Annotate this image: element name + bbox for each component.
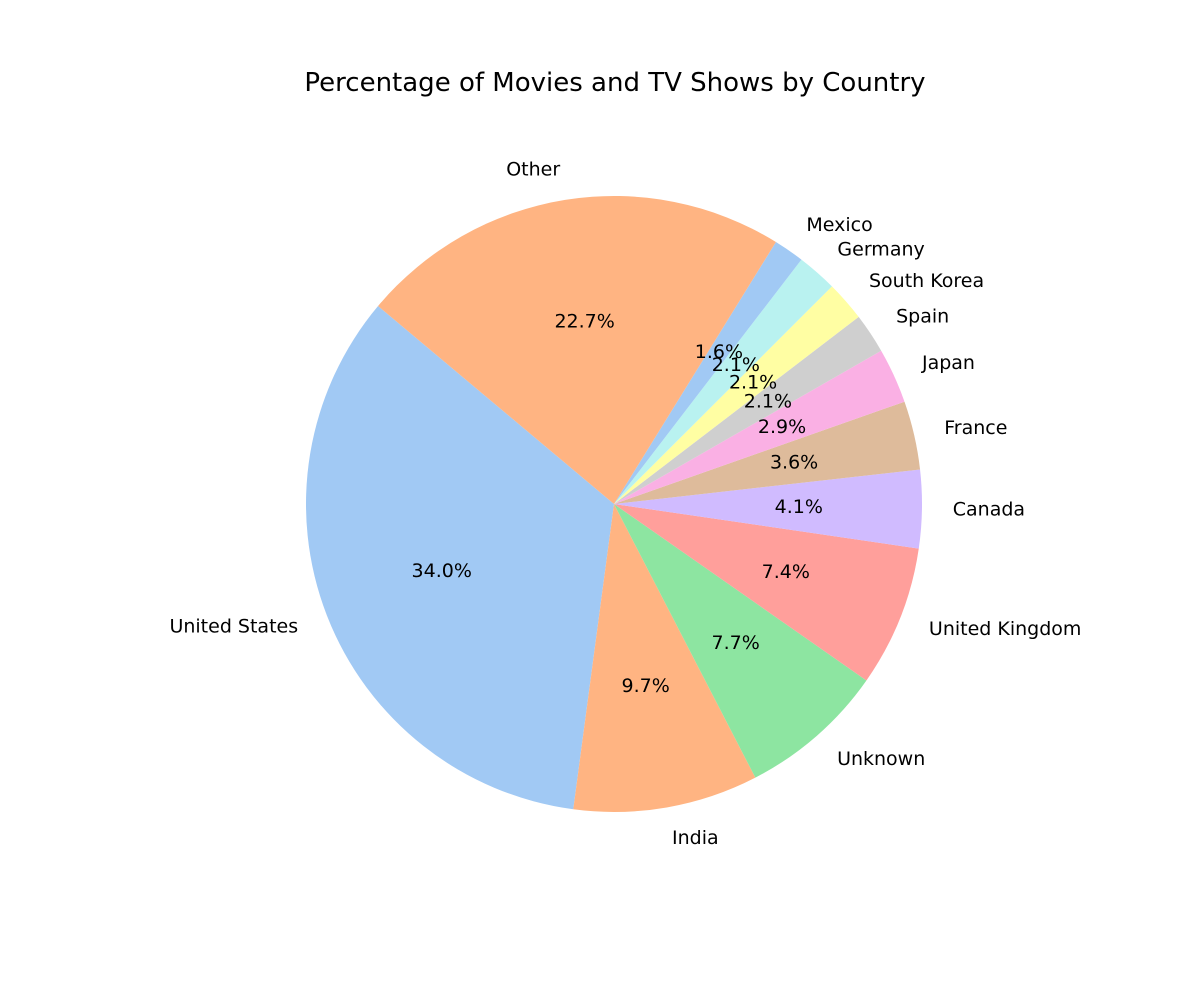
percent-labels: 34.0%9.7%7.7%7.4%4.1%3.6%2.9%2.1%2.1%2.1… bbox=[412, 311, 823, 698]
category-label-united-kingdom: United Kingdom bbox=[929, 618, 1082, 640]
percent-label-spain: 2.1% bbox=[744, 391, 792, 413]
pie-slice-mexico bbox=[614, 242, 802, 504]
category-labels: United States India Unknown United Kingdom C… bbox=[169, 159, 1081, 849]
pie-slice-spain bbox=[614, 316, 882, 504]
category-label-unknown: Unknown bbox=[837, 748, 925, 770]
category-label-canada: Canada bbox=[953, 499, 1025, 521]
percent-label-canada: 4.1% bbox=[775, 496, 823, 518]
category-label-germany: Germany bbox=[837, 238, 924, 260]
category-label-france: France bbox=[944, 417, 1007, 439]
chart-title: Percentage of Movies and TV Shows by Cou… bbox=[304, 68, 925, 98]
percent-label-france: 3.6% bbox=[770, 452, 818, 474]
percent-label-india: 9.7% bbox=[622, 675, 670, 697]
percent-label-japan: 2.9% bbox=[758, 416, 806, 438]
pie-slice-united-kingdom bbox=[614, 504, 919, 681]
category-label-south-korea: South Korea bbox=[869, 270, 984, 292]
percent-label-germany: 2.1% bbox=[712, 354, 760, 376]
percent-label-mexico: 1.6% bbox=[695, 341, 743, 363]
pie-slice-united-states bbox=[305, 306, 614, 810]
pie-slices bbox=[305, 196, 922, 812]
percent-label-south-korea: 2.1% bbox=[729, 371, 777, 393]
pie-slice-canada bbox=[614, 469, 922, 549]
category-label-mexico: Mexico bbox=[806, 214, 872, 236]
pie-slice-france bbox=[614, 401, 921, 504]
category-label-india: India bbox=[672, 827, 719, 849]
category-label-spain: Spain bbox=[896, 305, 949, 327]
percent-label-other: 22.7% bbox=[554, 311, 614, 333]
pie-slice-japan bbox=[614, 350, 905, 504]
category-label-japan: Japan bbox=[921, 352, 975, 374]
pie-slice-germany bbox=[614, 259, 832, 504]
percent-label-united-states: 34.0% bbox=[412, 560, 472, 582]
percent-label-unknown: 7.7% bbox=[712, 632, 760, 654]
pie-slice-other bbox=[378, 196, 776, 504]
pie-slice-india bbox=[573, 504, 756, 812]
pie-slice-south-korea bbox=[614, 286, 859, 504]
pie-slice-unknown bbox=[614, 504, 867, 778]
percent-label-united-kingdom: 7.4% bbox=[762, 561, 810, 583]
category-label-other: Other bbox=[506, 159, 560, 181]
category-label-united-states: United States bbox=[169, 616, 298, 638]
